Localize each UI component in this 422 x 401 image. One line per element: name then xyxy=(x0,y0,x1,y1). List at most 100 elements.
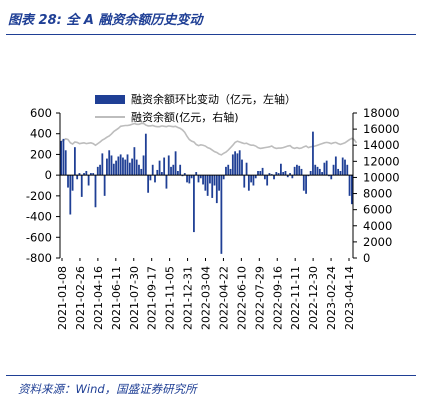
left-tick-label: -400 xyxy=(26,210,52,224)
right-tick-label: 16000 xyxy=(363,122,400,136)
bar-change xyxy=(321,172,323,176)
bar-change xyxy=(238,150,241,176)
bar-change xyxy=(78,173,81,176)
bar-change xyxy=(158,160,161,176)
bar-change xyxy=(332,164,335,176)
bar-change xyxy=(128,162,131,176)
bar-change xyxy=(337,168,340,176)
bar-change xyxy=(227,164,230,176)
x-tick-label: 2022-07-29 xyxy=(253,266,266,330)
bar-change xyxy=(309,171,312,176)
bar-change xyxy=(339,171,342,176)
bar-change xyxy=(67,175,69,188)
bar-change xyxy=(346,164,349,176)
bar-change xyxy=(229,168,232,176)
x-tick-label: 2023-02-24 xyxy=(325,266,338,330)
bar-change xyxy=(71,175,74,191)
x-tick-label: 2021-07-30 xyxy=(128,266,141,330)
right-tick-label: 8000 xyxy=(363,187,392,201)
bar-change xyxy=(110,155,113,176)
bar-change xyxy=(103,175,106,196)
left-tick-label: 400 xyxy=(30,127,52,141)
bar-change xyxy=(119,154,122,176)
bar-change xyxy=(215,175,218,204)
bar-change xyxy=(186,175,188,183)
bar-change xyxy=(241,159,243,176)
bar-change xyxy=(350,175,353,205)
bar-change xyxy=(341,157,344,176)
bar-change xyxy=(94,175,97,208)
bar-change xyxy=(170,166,172,176)
bar-change xyxy=(160,172,163,176)
bar-change xyxy=(126,154,129,176)
bar-change xyxy=(280,163,282,176)
bar-change xyxy=(314,164,317,176)
bar-change xyxy=(195,172,198,176)
bar-change xyxy=(284,171,287,176)
right-tick-label: 18000 xyxy=(363,106,400,120)
bar-change xyxy=(193,175,195,233)
bar-change xyxy=(204,175,207,191)
bar-change xyxy=(101,153,104,176)
bar-change xyxy=(325,160,328,176)
bar-change xyxy=(87,175,90,186)
bar-change xyxy=(206,175,209,196)
left-tick-label: 600 xyxy=(30,106,52,120)
bar-change xyxy=(183,173,186,176)
bar-change xyxy=(69,175,72,215)
left-tick-label: 0 xyxy=(45,168,52,182)
bar-change xyxy=(165,175,168,189)
bar-change xyxy=(307,175,310,177)
bar-change xyxy=(289,173,291,176)
bar-change xyxy=(305,175,307,194)
bar-change xyxy=(323,162,326,176)
bar-change xyxy=(293,166,296,176)
bar-change xyxy=(286,175,289,178)
left-tick-label: 200 xyxy=(30,147,52,161)
bar-change xyxy=(122,157,124,176)
bar-change xyxy=(167,155,170,176)
bar-change xyxy=(85,171,88,176)
x-tick-label: 2021-11-05 xyxy=(164,266,177,330)
figure-title: 图表 28: 全 A 融资余额历史变动 xyxy=(8,13,203,28)
bar-change xyxy=(62,138,65,176)
bar-change xyxy=(257,171,259,176)
bar-change xyxy=(261,167,264,176)
legend-bar-swatch xyxy=(95,95,125,104)
bar-change xyxy=(176,171,179,176)
x-tick-label: 2022-12-30 xyxy=(307,266,320,330)
right-tick-label: 12000 xyxy=(363,154,400,168)
right-tick-label: 6000 xyxy=(363,203,392,217)
bar-change xyxy=(83,173,85,176)
left-tick-label: -600 xyxy=(26,230,52,244)
legend-bar-label: 融资余额环比变动（亿元，左轴） xyxy=(131,92,296,106)
bar-change xyxy=(302,175,305,191)
x-tick-label: 2022-04-22 xyxy=(217,266,230,330)
bar-change xyxy=(291,175,294,179)
bar-change xyxy=(163,157,166,176)
bar-change xyxy=(151,164,154,176)
bar-change xyxy=(90,173,92,176)
bar-change xyxy=(348,175,351,196)
bar-change xyxy=(296,164,298,176)
bar-change xyxy=(174,151,177,176)
bar-change xyxy=(172,164,175,176)
bar-change xyxy=(179,164,182,176)
bar-change xyxy=(300,168,303,176)
bar-change xyxy=(263,175,266,180)
bar-change xyxy=(275,172,278,176)
bar-change xyxy=(188,175,191,184)
left-tick-label: -800 xyxy=(26,251,52,265)
bar-change xyxy=(259,171,262,176)
bar-change xyxy=(76,175,79,180)
bar-change xyxy=(247,175,250,191)
bar-change xyxy=(328,175,330,177)
bar-change xyxy=(252,175,255,186)
bar-change xyxy=(334,156,337,176)
x-tick-label: 2021-04-16 xyxy=(92,266,105,330)
bar-change xyxy=(96,166,99,176)
line-balance xyxy=(60,122,358,156)
bar-change xyxy=(73,147,76,176)
bar-change xyxy=(117,156,120,176)
